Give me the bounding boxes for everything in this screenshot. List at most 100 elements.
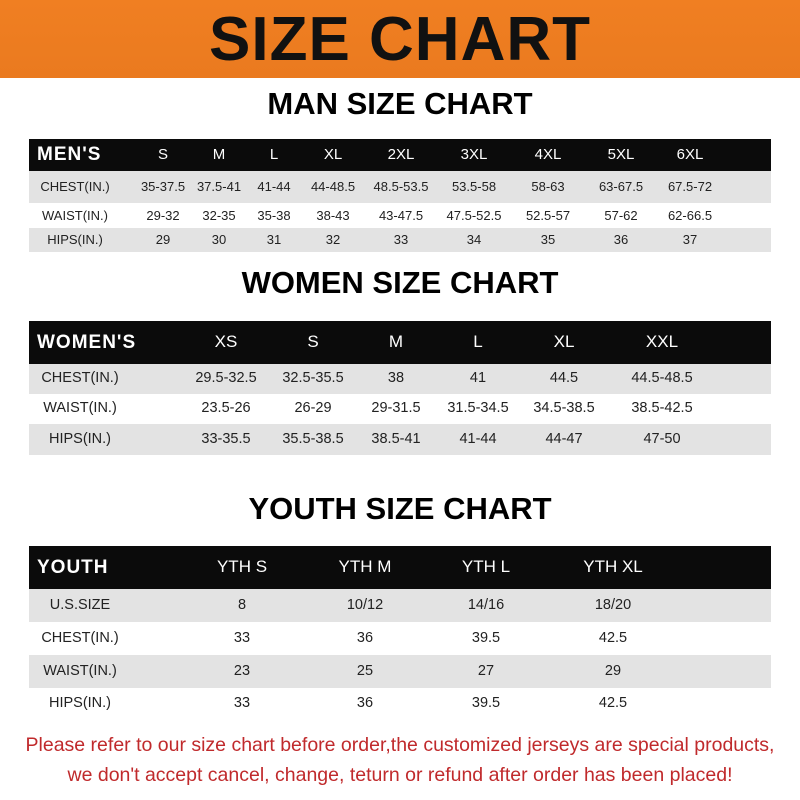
table-cell: 47.5-52.5	[446, 207, 502, 223]
table-cell: 41-44	[257, 179, 291, 195]
table-cell: 63-67.5	[598, 179, 644, 195]
table-cell: 31	[266, 232, 282, 248]
table-cell: 35-37.5	[140, 179, 186, 195]
size-header-m: M	[212, 146, 226, 163]
table-cell: 33	[233, 695, 251, 712]
table-cell: 30	[211, 232, 227, 248]
table-cell: 32.5-35.5	[282, 370, 344, 387]
table-cell: 29-31.5	[371, 400, 421, 417]
table-cell: 18/20	[594, 596, 632, 613]
women-corner-label: WOMEN'S	[37, 331, 137, 353]
table-cell: 33	[233, 629, 251, 646]
table-cell: 41	[469, 370, 487, 387]
women-header-row: WOMEN'S XS S M L XL XXL	[29, 321, 771, 364]
table-cell: 29.5-32.5	[195, 370, 257, 387]
table-cell: 44-47	[545, 430, 583, 447]
table-cell: 35-38	[257, 207, 291, 223]
size-header-2xl: 2XL	[387, 146, 415, 163]
table-cell: 33-35.5	[201, 430, 251, 447]
size-header-4xl: 4XL	[534, 146, 562, 163]
table-cell: 44-48.5	[310, 179, 356, 195]
table-cell: 43-47.5	[378, 207, 424, 223]
table-cell: 29-32	[146, 207, 180, 223]
table-cell: 38.5-42.5	[631, 400, 693, 417]
row-label: CHEST(IN.)	[40, 179, 110, 195]
table-cell: 37	[682, 232, 698, 248]
table-row: WAIST(IN.) 29-32 32-35 35-38 38-43 43-47.5 47.…	[29, 203, 771, 228]
table-cell: 67.5-72	[667, 179, 713, 195]
size-header-xl: XL	[323, 146, 343, 163]
size-header-l: L	[473, 332, 483, 352]
men-section-title: MAN SIZE CHART	[267, 86, 533, 121]
table-cell: 44.5	[549, 370, 579, 387]
table-cell: 26-29	[294, 400, 332, 417]
size-header-xl: XL	[553, 332, 575, 352]
table-cell: 36	[356, 629, 374, 646]
table-cell: 36	[356, 695, 374, 712]
table-row: HIPS(IN.) 33-35.5 35.5-38.5 38.5-41 41-44 44-…	[29, 424, 771, 455]
table-cell: 35.5-38.5	[282, 430, 344, 447]
row-label: WAIST(IN.)	[43, 400, 117, 417]
table-cell: 42.5	[598, 695, 628, 712]
row-label: WAIST(IN.)	[43, 662, 117, 679]
table-row: CHEST(IN.) 33 36 39.5 42.5	[29, 622, 771, 655]
row-label: HIPS(IN.)	[47, 232, 103, 248]
table-cell: 23.5-26	[201, 400, 251, 417]
table-cell: 44.5-48.5	[631, 370, 693, 387]
table-cell: 39.5	[471, 695, 501, 712]
table-cell: 29	[155, 232, 171, 248]
size-header-6xl: 6XL	[676, 146, 704, 163]
row-label: U.S.SIZE	[49, 596, 111, 613]
table-cell: 27	[477, 662, 495, 679]
youth-corner-label: YOUTH	[37, 556, 109, 578]
size-header-m: M	[388, 332, 404, 352]
size-header-yth-l: YTH L	[461, 557, 511, 577]
table-row: WAIST(IN.) 23.5-26 26-29 29-31.5 31.5-34.5 34…	[29, 394, 771, 424]
table-cell: 62-66.5	[667, 207, 713, 223]
table-cell: 35	[540, 232, 556, 248]
size-header-xxl: XXL	[645, 332, 679, 352]
table-cell: 25	[356, 662, 374, 679]
table-cell: 34.5-38.5	[533, 400, 595, 417]
table-row: U.S.SIZE 8 10/12 14/16 18/20	[29, 589, 771, 622]
table-cell: 38.5-41	[371, 430, 421, 447]
table-cell: 52.5-57	[525, 207, 571, 223]
size-header-l: L	[269, 146, 279, 163]
row-label: HIPS(IN.)	[48, 695, 112, 712]
table-cell: 31.5-34.5	[447, 400, 509, 417]
table-cell: 57-62	[604, 207, 638, 223]
table-cell: 42.5	[598, 629, 628, 646]
table-cell: 41-44	[459, 430, 497, 447]
table-cell: 48.5-53.5	[373, 179, 429, 195]
table-row: HIPS(IN.) 33 36 39.5 42.5	[29, 688, 771, 720]
notice-line-2: we don't accept cancel, change, teturn o…	[67, 764, 733, 786]
size-header-yth-m: YTH M	[338, 557, 392, 577]
row-label: CHEST(IN.)	[41, 370, 119, 387]
table-cell: 38-43	[316, 207, 350, 223]
table-cell: 37.5-41	[196, 179, 242, 195]
size-header-xs: XS	[214, 332, 238, 352]
men-corner-label: MEN'S	[37, 144, 102, 165]
women-section-title: WOMEN SIZE CHART	[241, 265, 559, 300]
table-cell: 14/16	[467, 596, 505, 613]
table-cell: 10/12	[346, 596, 384, 613]
size-header-s: S	[157, 146, 169, 163]
size-header-3xl: 3XL	[460, 146, 488, 163]
size-header-yth-s: YTH S	[216, 557, 268, 577]
youth-header-row: YOUTH YTH S YTH M YTH L YTH XL	[29, 546, 771, 589]
banner-title: SIZE CHART	[209, 5, 591, 74]
table-row: HIPS(IN.) 29 30 31 32 33 34 35 36 37	[29, 228, 771, 252]
table-cell: 47-50	[643, 430, 681, 447]
men-header-row: MEN'S S M L XL 2XL 3XL 4XL 5XL 6XL	[29, 139, 771, 171]
table-cell: 53.5-58	[451, 179, 497, 195]
size-header-5xl: 5XL	[607, 146, 635, 163]
table-cell: 29	[604, 662, 622, 679]
table-row: CHEST(IN.) 29.5-32.5 32.5-35.5 38 41 44.5 44.5…	[29, 364, 771, 394]
table-cell: 32	[325, 232, 341, 248]
table-cell: 23	[233, 662, 251, 679]
table-row: CHEST(IN.) 35-37.5 37.5-41 41-44 44-48.5 48.5…	[29, 171, 771, 203]
table-cell: 36	[613, 232, 629, 248]
notice-line-1: Please refer to our size chart before or…	[25, 734, 775, 756]
row-label: CHEST(IN.)	[41, 629, 119, 646]
